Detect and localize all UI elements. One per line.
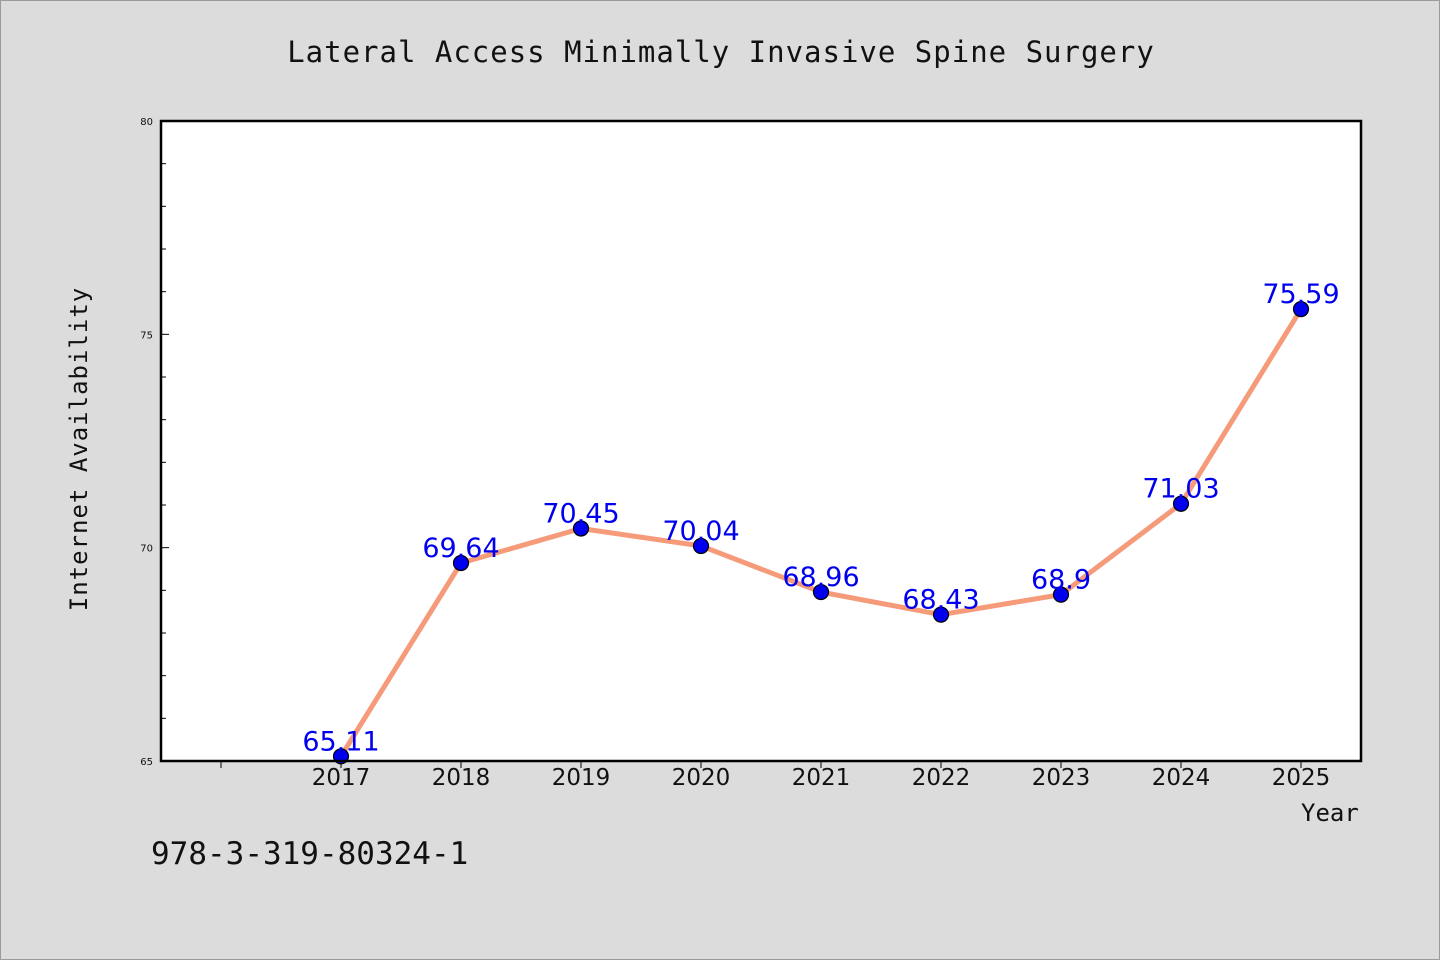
x-tick-label: 2017 (312, 765, 371, 791)
data-point-marker (812, 583, 830, 601)
data-point-marker (692, 537, 710, 555)
data-point-marker (1292, 301, 1310, 318)
y-tick-label: 70 (140, 544, 153, 555)
x-axis-label: Year (1301, 799, 1359, 827)
x-tick-label: 2025 (1272, 765, 1331, 791)
x-tick-label: 2022 (912, 765, 971, 791)
y-tick-label: 75 (140, 330, 153, 341)
data-point-marker (932, 606, 950, 623)
data-label: 75.59 (1262, 279, 1339, 310)
y-tick-label: 80 (140, 117, 153, 128)
data-label: 68.9 (1031, 565, 1091, 596)
x-tick-label: 2018 (432, 765, 491, 791)
data-label: 65.11 (302, 726, 379, 757)
plot-frame (159, 119, 1363, 763)
data-label: 71.03 (1142, 474, 1219, 505)
x-tick-label: 2019 (552, 765, 611, 791)
plot-background (161, 121, 1361, 761)
data-label: 70.45 (542, 498, 619, 529)
x-tick-label: 2024 (1152, 765, 1211, 791)
data-point-marker (572, 520, 590, 537)
x-tick-label: 2020 (672, 765, 731, 791)
data-label: 68.96 (782, 562, 859, 593)
y-tick-label: 65 (140, 757, 153, 768)
data-label: 68.43 (902, 585, 979, 616)
x-tick-label: 2021 (792, 765, 851, 791)
data-label: 69.64 (422, 533, 499, 564)
isbn-footer: 978-3-319-80324-1 (151, 836, 469, 872)
data-label: 70.04 (662, 516, 739, 547)
data-point-marker (1052, 586, 1070, 603)
data-point-marker (452, 554, 470, 572)
x-tick-label: 2023 (1032, 765, 1091, 791)
chart-title: Lateral Access Minimally Invasive Spine … (287, 35, 1155, 69)
data-point-marker (1172, 495, 1190, 512)
